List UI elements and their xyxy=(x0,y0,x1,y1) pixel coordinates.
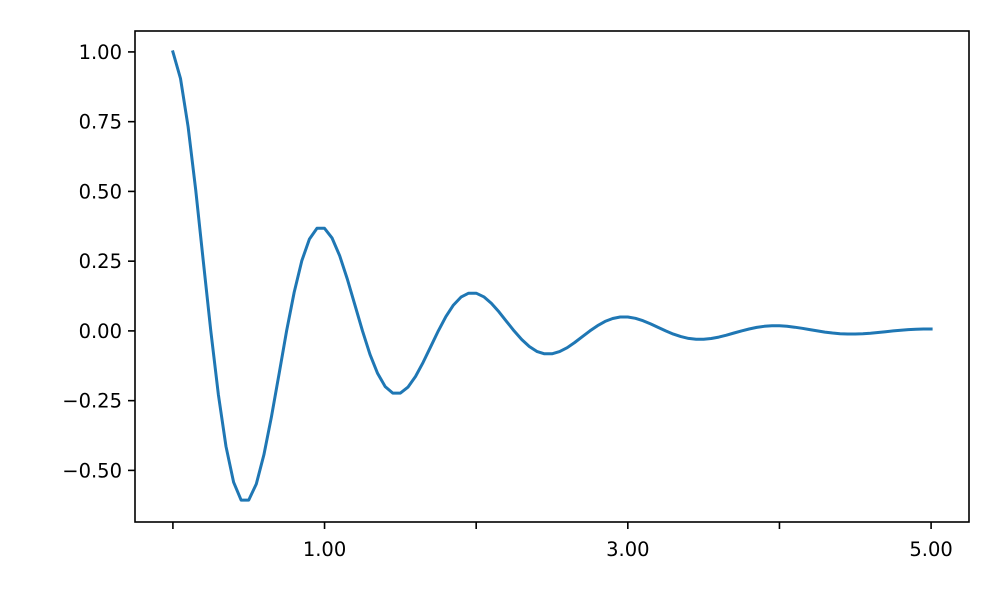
y-tick-label: 0.00 xyxy=(79,320,122,343)
y-tick-label: 0.25 xyxy=(79,250,122,273)
x-axis: 1.00 3.00 5.00 xyxy=(172,522,953,561)
y-tick-label: −0.25 xyxy=(62,390,122,413)
series-line xyxy=(171,50,933,502)
y-axis: −0.50 −0.25 0.00 0.25 0.50 0.75 1.00 xyxy=(62,41,135,482)
x-tick-label: 1.00 xyxy=(303,538,346,561)
x-tick-label: 5.00 xyxy=(909,538,952,561)
y-tick-label: 1.00 xyxy=(79,41,122,64)
y-tick-label: 0.75 xyxy=(79,111,122,134)
y-tick-label: −0.50 xyxy=(62,459,122,482)
axes-frame xyxy=(134,30,970,523)
x-tick-label: 3.00 xyxy=(606,538,649,561)
y-tick-label: 0.50 xyxy=(79,180,122,203)
